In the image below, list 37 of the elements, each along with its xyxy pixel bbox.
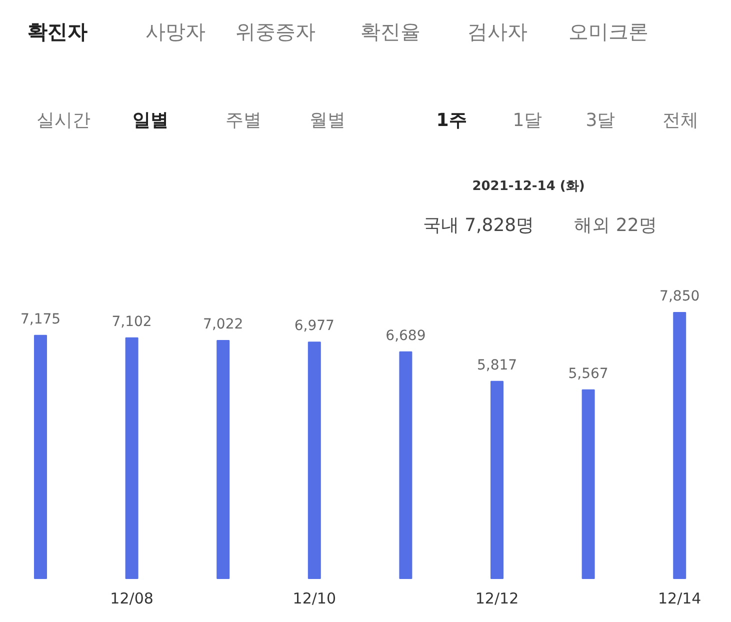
x-tick-label: 12/14 <box>658 590 702 608</box>
text: 사망자 <box>146 20 206 44</box>
data-label: 7,102 <box>112 314 152 330</box>
bar <box>582 389 595 579</box>
bar <box>490 380 504 579</box>
text: 확진자 <box>28 20 88 44</box>
text: 2021-12-14 (화) <box>472 179 585 194</box>
text: 국내 7,828명 <box>422 215 534 236</box>
bar <box>34 334 47 579</box>
bar <box>216 340 230 579</box>
data-label: 7,022 <box>203 316 244 333</box>
x-tick-label: 12/08 <box>110 590 154 608</box>
bar <box>308 342 321 579</box>
text: 주별 <box>226 110 262 131</box>
x-tick-label: 12/12 <box>475 590 519 608</box>
text: 위중증자 <box>236 20 316 44</box>
data-label: 5,567 <box>568 366 608 382</box>
bar <box>399 351 412 579</box>
text: 3달 <box>586 110 616 131</box>
data-label: 7,175 <box>20 311 61 328</box>
text: 일별 <box>132 110 168 131</box>
text: 실시간 <box>36 110 90 131</box>
data-label: 7,850 <box>660 288 700 304</box>
text: 1달 <box>512 110 542 131</box>
text: 월별 <box>310 110 346 131</box>
data-label: 5,817 <box>476 357 518 374</box>
data-label: 6,977 <box>294 318 334 334</box>
bar <box>125 337 138 579</box>
x-tick-label: 12/10 <box>292 590 336 608</box>
text: 전체 <box>662 110 698 131</box>
text: 해외 22명 <box>574 215 657 236</box>
text: 오미크론 <box>568 20 648 44</box>
text: 확진율 <box>360 20 420 44</box>
text: 1주 <box>436 110 467 131</box>
bar <box>673 312 686 579</box>
data-label: 6,689 <box>386 328 426 344</box>
text: 검사자 <box>468 20 528 44</box>
